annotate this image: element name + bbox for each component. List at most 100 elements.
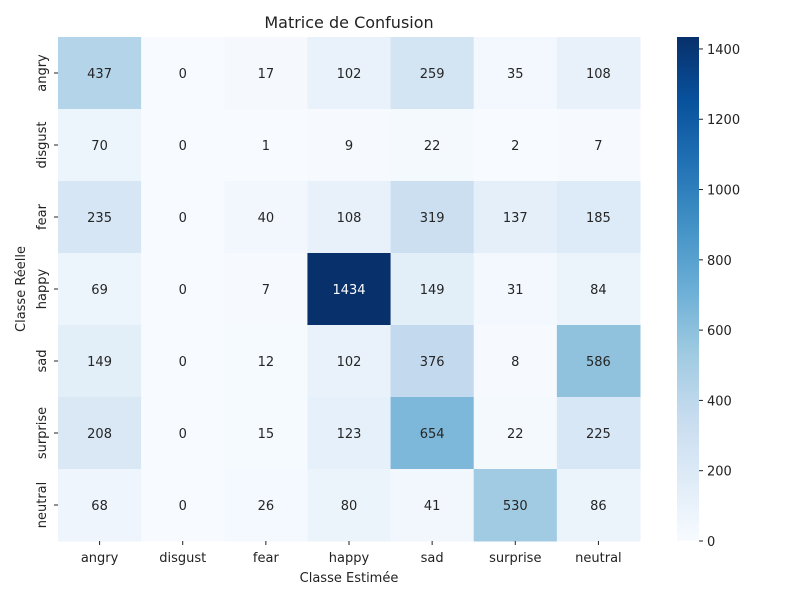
- heatmap-cell: [141, 325, 225, 398]
- x-tick-label: disgust: [159, 551, 206, 566]
- heatmap-cell: [58, 253, 142, 326]
- cell-value-label: 0: [179, 283, 187, 298]
- cell-value-label: 185: [586, 211, 611, 226]
- heatmap-cell: [224, 253, 308, 326]
- heatmap-cell: [473, 325, 558, 398]
- x-axis-ticks: angry disgust fear happy sad surprise neutral: [81, 541, 622, 566]
- heatmap-cell: [224, 181, 308, 254]
- cell-value-label: 108: [337, 211, 362, 226]
- cell-value-label: 31: [507, 283, 524, 298]
- heatmap-cell: [224, 469, 308, 542]
- heatmap-cell: [58, 181, 142, 254]
- heatmap-cell: [307, 109, 392, 182]
- cell-value-label: 376: [420, 355, 445, 370]
- heatmap-cell: [224, 109, 308, 182]
- cell-value-label: 1434: [332, 283, 365, 298]
- cell-value-label: 225: [586, 427, 611, 442]
- cell-value-label: 69: [91, 283, 108, 298]
- heatmap-cell: [556, 109, 641, 182]
- cell-value-label: 0: [179, 499, 187, 514]
- colorbar-ticks: 0 200 400 600 800 1000 1200 1400: [699, 43, 740, 550]
- y-tick-label: sad: [35, 350, 50, 373]
- x-tick-label: angry: [81, 551, 119, 566]
- heatmap-cell: [58, 37, 142, 110]
- cell-value-label: 17: [258, 67, 275, 82]
- cell-value-label: 149: [87, 355, 112, 370]
- colorbar-tick-label: 800: [707, 254, 732, 269]
- heatmap-cell: [473, 181, 558, 254]
- heatmap-cell: [141, 37, 225, 110]
- cell-value-label: 80: [341, 499, 358, 514]
- cell-value-label: 437: [87, 67, 112, 82]
- heatmap-cell: [390, 397, 475, 470]
- cell-value-label: 26: [258, 499, 275, 514]
- heatmap-cell: [141, 109, 225, 182]
- cell-value-label: 22: [424, 139, 441, 154]
- cell-value-label: 123: [337, 427, 362, 442]
- x-tick-label: neutral: [575, 551, 622, 566]
- cell-value-label: 9: [345, 139, 353, 154]
- heatmap-cell: [58, 469, 142, 542]
- cell-value-label: 84: [590, 283, 607, 298]
- heatmap-cell: [390, 469, 475, 542]
- y-tick-label: surprise: [35, 407, 50, 459]
- colorbar-tick-label: 0: [707, 535, 715, 550]
- cell-value-label: 40: [258, 211, 275, 226]
- cell-value-label: 86: [590, 499, 607, 514]
- heatmap-cell: [141, 469, 225, 542]
- colorbar-tick-label: 1000: [707, 184, 740, 199]
- cell-value-label: 70: [91, 139, 108, 154]
- heatmap-cell: [141, 253, 225, 326]
- heatmap-cell: [141, 181, 225, 254]
- cell-value-label: 259: [420, 67, 445, 82]
- cell-value-label: 0: [179, 211, 187, 226]
- heatmap-cell: [224, 325, 308, 398]
- heatmap-cell: [307, 325, 392, 398]
- heatmap-cell: [473, 469, 558, 542]
- heatmap-cell: [556, 325, 641, 398]
- cell-value-label: 235: [87, 211, 112, 226]
- heatmap-cell: [224, 37, 308, 110]
- heatmap-cell: [556, 469, 641, 542]
- x-tick-label: happy: [329, 551, 370, 566]
- cell-value-label: 0: [179, 67, 187, 82]
- colorbar-tick-label: 400: [707, 394, 732, 409]
- heatmap-cell: [473, 37, 558, 110]
- cell-value-label: 35: [507, 67, 524, 82]
- chart-title: Matrice de Confusion: [264, 13, 433, 32]
- cell-value-label: 530: [503, 499, 528, 514]
- heatmap-cell: [556, 181, 641, 254]
- heatmap-cell: [556, 397, 641, 470]
- cell-value-label: 0: [179, 139, 187, 154]
- heatmap-cell: [390, 109, 475, 182]
- heatmap-cell: [224, 397, 308, 470]
- heatmap-cell: [141, 397, 225, 470]
- heatmap-cell: [473, 397, 558, 470]
- x-tick-label: sad: [421, 551, 444, 566]
- cell-value-label: 108: [586, 67, 611, 82]
- y-tick-label: fear: [35, 203, 50, 230]
- colorbar-tick-label: 1400: [707, 43, 740, 58]
- cell-value-label: 2: [511, 139, 519, 154]
- cell-value-label: 41: [424, 499, 441, 514]
- cell-value-label: 319: [420, 211, 445, 226]
- cell-value-label: 68: [91, 499, 108, 514]
- cell-value-label: 0: [179, 427, 187, 442]
- cell-value-label: 208: [87, 427, 112, 442]
- y-axis-label: Classe Réelle: [14, 246, 29, 332]
- heatmap-cell: [390, 37, 475, 110]
- x-tick-label: surprise: [489, 551, 541, 566]
- cell-value-label: 12: [258, 355, 275, 370]
- heatmap-cell: [556, 37, 641, 110]
- heatmap-cell: [58, 397, 142, 470]
- cell-value-label: 149: [420, 283, 445, 298]
- heatmap-cell: [58, 325, 142, 398]
- y-tick-label: angry: [35, 54, 50, 92]
- cell-value-label: 22: [507, 427, 524, 442]
- cell-value-label: 1: [262, 139, 270, 154]
- heatmap-cell: [390, 181, 475, 254]
- y-axis-ticks: angry disgust fear happy sad surprise neutral: [35, 54, 58, 528]
- heatmap-cell: [473, 109, 558, 182]
